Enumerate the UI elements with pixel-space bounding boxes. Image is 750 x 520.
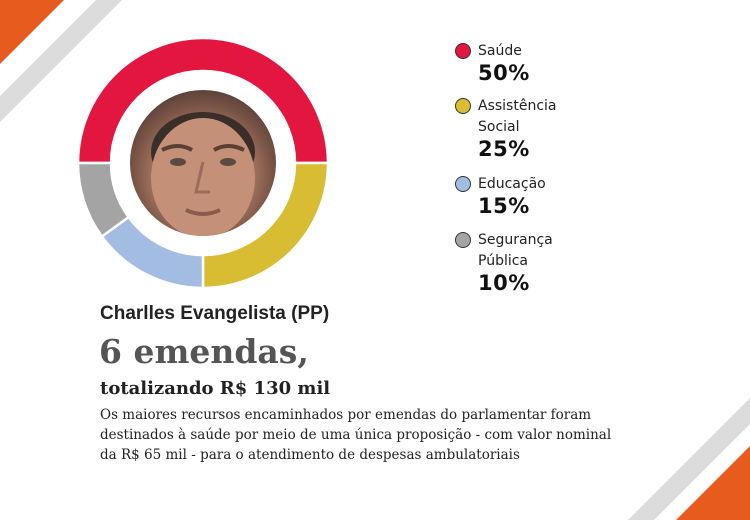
top-left-gray-stripe bbox=[0, 0, 122, 122]
politician-name: Charlles Evangelista (PP) bbox=[100, 303, 330, 324]
legend-label-line: Saúde bbox=[478, 43, 522, 59]
description-line: Os maiores recursos encaminhados por eme… bbox=[100, 407, 592, 423]
bottom-right-gray-stripe bbox=[628, 398, 750, 520]
legend-percent-educacao: 15% bbox=[478, 194, 530, 218]
legend-label-line: Segurança bbox=[478, 232, 553, 248]
legend-label-seguranca-publica: Segurança Pública bbox=[478, 230, 588, 272]
description-line: da R$ 65 mil - para o atendimento de des… bbox=[100, 447, 520, 463]
legend-label-line: Assistência bbox=[478, 98, 557, 114]
legend-percent-saude: 50% bbox=[478, 61, 530, 85]
politician-photo bbox=[130, 90, 276, 236]
legend-dot-saude bbox=[455, 43, 471, 59]
donut-chart bbox=[78, 38, 328, 288]
legend-percent-seguranca-publica: 10% bbox=[478, 271, 530, 295]
legend-dot-educacao bbox=[455, 176, 471, 192]
legend-dot-seguranca-publica bbox=[455, 232, 471, 248]
headline-amendments: 6 emendas, bbox=[99, 332, 309, 371]
legend-label-educacao: Educação bbox=[478, 174, 588, 195]
bottom-right-orange-corner bbox=[676, 446, 750, 520]
legend-label-assistencia-social: Assistência Social bbox=[478, 96, 588, 138]
subhead-total: totalizando R$ 130 mil bbox=[100, 378, 331, 399]
legend-percent-assistencia-social: 25% bbox=[478, 137, 530, 161]
legend-label-line: Educação bbox=[478, 176, 546, 192]
donut-slice-saude bbox=[78, 38, 328, 165]
top-left-orange-corner bbox=[0, 0, 64, 64]
description-paragraph: Os maiores recursos encaminhados por eme… bbox=[100, 405, 660, 465]
donut-svg bbox=[78, 38, 328, 288]
legend-label-line: Social bbox=[478, 119, 520, 135]
legend-dot-assistencia-social bbox=[455, 98, 471, 114]
legend-label-line: Pública bbox=[478, 253, 529, 269]
donut-slice-seguranca-publica bbox=[78, 161, 131, 239]
legend-label-saude: Saúde bbox=[478, 41, 588, 62]
description-line: destinados à saúde por meio de uma única… bbox=[100, 427, 612, 443]
